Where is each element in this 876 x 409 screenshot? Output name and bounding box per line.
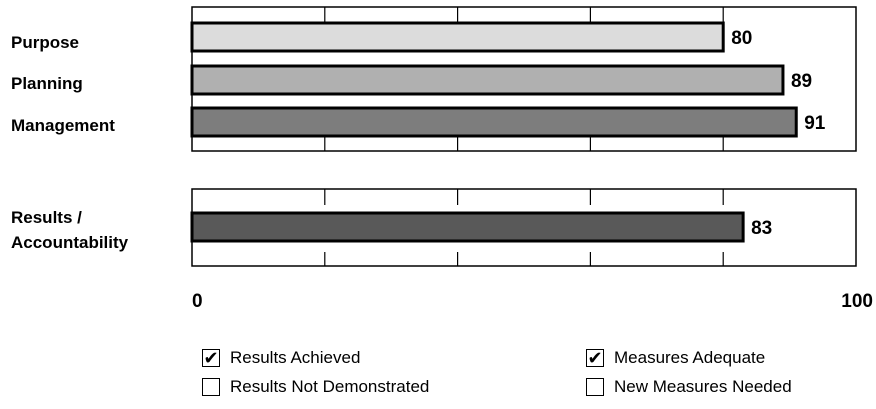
bar [190, 211, 745, 243]
checkbox-checked-icon: ✔ [202, 348, 220, 368]
legend-results-achieved: ✔ Results Achieved [202, 348, 360, 368]
data-label: 89 [791, 71, 812, 92]
legend-measures-adequate: ✔ Measures Adequate [586, 348, 765, 368]
data-label: 83 [751, 218, 772, 239]
checkbox-checked-icon: ✔ [586, 348, 604, 368]
data-label: 91 [804, 113, 826, 134]
checkbox-unchecked-icon [202, 378, 220, 396]
category-label: Results / [11, 208, 82, 227]
axis-tick-label: 100 [841, 291, 873, 312]
legend-label: Results Achieved [230, 348, 361, 367]
legend-label: Results Not Demonstrated [230, 377, 430, 396]
category-label: Planning [11, 74, 83, 93]
data-label: 80 [731, 28, 752, 49]
bar [190, 21, 725, 53]
checkbox-unchecked-icon [586, 378, 604, 396]
legend-label: Measures Adequate [614, 348, 766, 367]
bar [190, 106, 798, 138]
axis-tick-label: 0 [192, 291, 203, 312]
legend-results-not-demonstrated: Results Not Demonstrated [202, 377, 429, 397]
category-label: Purpose [11, 33, 79, 52]
bar [190, 64, 785, 96]
category-label: Management [11, 116, 115, 135]
category-label: Accountability [11, 233, 129, 252]
legend-label: New Measures Needed [614, 377, 792, 396]
legend-new-measures-needed: New Measures Needed [586, 377, 792, 397]
